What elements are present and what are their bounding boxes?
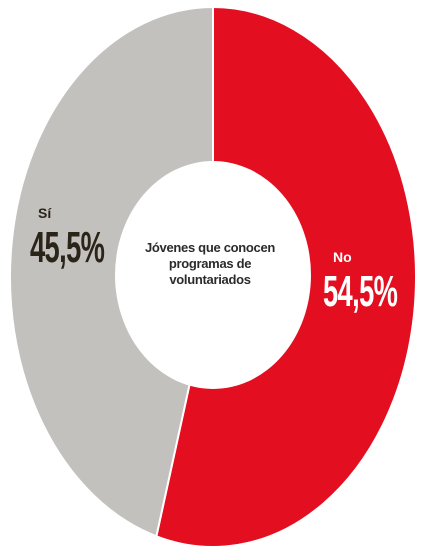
slice-label-no: No [333, 249, 352, 265]
slice-si [9, 5, 214, 538]
donut-hole [115, 161, 311, 389]
slice-value-si: 45,5% [30, 223, 105, 272]
center-label-line-1: Jóvenes que conocen [144, 240, 276, 255]
slice-label-si: Sí [38, 205, 52, 221]
slice-value-no: 54,5% [323, 267, 398, 316]
center-label-line-3: voluntariados [169, 272, 251, 287]
center-label: Jóvenes que conocen programas de volunta… [120, 240, 300, 288]
center-label-line-2: programas de [168, 256, 252, 271]
